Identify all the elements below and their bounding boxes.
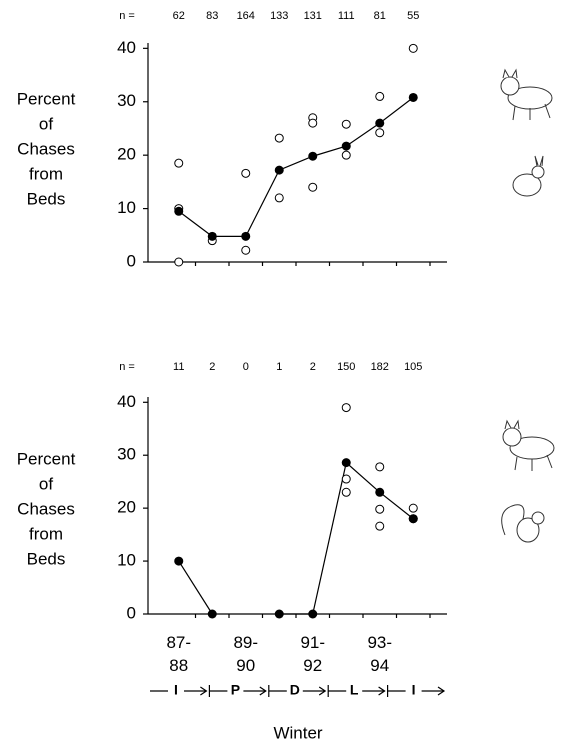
arrow-head	[318, 686, 327, 696]
y-tick-label: 20	[117, 498, 136, 517]
x-axis-label: Winter	[273, 723, 322, 742]
y-tick-label: 20	[117, 145, 136, 164]
y-axis-label: Percent	[17, 449, 76, 468]
lynx-icon	[500, 68, 553, 121]
mean-point	[241, 231, 251, 241]
arrow-head	[378, 686, 386, 696]
n-label: 11	[173, 361, 184, 373]
n-label: 111	[338, 10, 355, 22]
x-tick-label: 87-88	[166, 633, 191, 675]
mean-line	[279, 461, 414, 615]
y-tick-label: 10	[117, 551, 136, 570]
observation-point	[341, 487, 351, 497]
x-tick-label: 93-94	[367, 633, 392, 675]
y-axis-label: from	[29, 164, 63, 183]
hare-icon	[512, 155, 545, 197]
n-label: 133	[270, 10, 288, 22]
n-label: 0	[243, 361, 249, 373]
phase-label: I	[174, 682, 178, 698]
x-tick-label: 91-92	[300, 633, 325, 675]
observation-point	[274, 133, 284, 143]
n-prefix: n =	[119, 361, 135, 373]
arrow-head	[259, 686, 267, 696]
mean-point	[308, 609, 318, 619]
observation-point	[408, 43, 418, 53]
mean-point	[207, 231, 217, 241]
y-axis-label: Chases	[17, 139, 75, 158]
observation-point	[341, 474, 351, 484]
observation-point	[174, 257, 184, 267]
n-label: 1	[276, 361, 282, 373]
mean-point	[341, 141, 351, 151]
mean-line	[178, 97, 414, 237]
mean-point	[375, 487, 385, 497]
observation-point	[341, 150, 351, 160]
squirrel-icon	[501, 504, 545, 543]
observation-point	[341, 403, 351, 413]
observation-point	[375, 504, 385, 514]
observation-point	[375, 521, 385, 531]
n-label: 62	[173, 10, 185, 22]
mean-point	[274, 609, 284, 619]
mean-point	[174, 206, 184, 216]
mean-point	[274, 165, 284, 175]
mean-point	[408, 514, 418, 524]
n-label: 131	[304, 10, 322, 22]
observation-point	[308, 118, 318, 128]
y-axis-label: Percent	[17, 89, 76, 108]
mean-point	[341, 458, 351, 468]
arrow-head	[437, 686, 446, 696]
y-axis-label: of	[39, 114, 53, 133]
y-tick-label: 30	[117, 445, 136, 464]
n-label: 105	[404, 361, 422, 373]
mean-point	[375, 118, 385, 128]
y-tick-label: 40	[117, 38, 136, 57]
mean-point	[308, 151, 318, 161]
lynx-icon	[502, 419, 555, 471]
n-label: 164	[237, 10, 255, 22]
y-tick-label: 10	[117, 198, 136, 217]
y-axis-label: Beds	[27, 189, 66, 208]
observation-point	[241, 245, 251, 255]
observation-point	[408, 503, 418, 513]
phase-label: D	[290, 682, 300, 698]
mean-point	[174, 556, 184, 566]
x-tick-label: 89-90	[233, 633, 258, 675]
observation-point	[308, 182, 318, 192]
observation-point	[375, 91, 385, 101]
n-label: 83	[206, 10, 218, 22]
mean-point	[207, 609, 217, 619]
n-label: 81	[374, 10, 386, 22]
mean-point	[408, 92, 418, 102]
observation-point	[341, 119, 351, 129]
n-prefix: n =	[119, 10, 135, 22]
phase-label: P	[231, 682, 240, 698]
observation-point	[241, 168, 251, 178]
observation-point	[375, 128, 385, 138]
y-axis-label: from	[29, 524, 63, 543]
y-axis-label: of	[39, 474, 53, 493]
y-tick-label: 30	[117, 91, 136, 110]
observation-point	[375, 462, 385, 472]
n-label: 2	[310, 361, 316, 373]
n-label: 2	[209, 361, 215, 373]
n-label: 55	[407, 10, 419, 22]
y-tick-label: 0	[127, 251, 136, 270]
y-tick-label: 0	[127, 603, 136, 622]
y-tick-label: 40	[117, 392, 136, 411]
n-label: 182	[371, 361, 389, 373]
observation-point	[274, 193, 284, 203]
y-axis-label: Beds	[27, 549, 66, 568]
mean-line	[178, 560, 213, 615]
n-label: 150	[337, 361, 355, 373]
phase-label: L	[350, 682, 359, 698]
arrow-head	[200, 686, 208, 696]
y-axis-label: Chases	[17, 499, 75, 518]
observation-point	[174, 158, 184, 168]
phase-label: I	[412, 682, 416, 698]
